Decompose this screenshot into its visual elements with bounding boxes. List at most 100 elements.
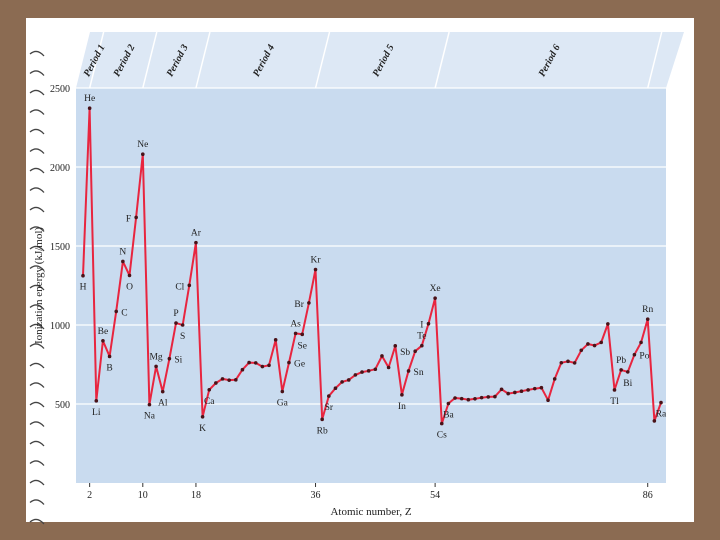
data-point [187, 283, 192, 288]
element-label: As [290, 319, 301, 329]
data-point [592, 343, 597, 348]
data-point [313, 267, 318, 272]
element-label: Tl [610, 397, 619, 407]
data-point [220, 377, 225, 381]
spiral-ring [29, 284, 45, 291]
y-tick-label: 1500 [50, 242, 70, 253]
period-band-background [76, 32, 684, 88]
grid-lines [76, 87, 666, 405]
spiral-ring [29, 518, 45, 525]
x-tick-label: 2 [87, 490, 92, 501]
data-point [479, 395, 484, 400]
data-point [652, 419, 657, 423]
element-label: Mg [149, 352, 162, 362]
element-label: P [173, 309, 178, 319]
data-point [346, 378, 351, 382]
spiral-ring [29, 401, 45, 408]
data-point [253, 361, 258, 365]
element-label: C [121, 308, 127, 318]
spiral-ring [29, 206, 45, 213]
data-point [426, 321, 431, 326]
data-point [506, 391, 510, 396]
data-point [606, 322, 610, 326]
data-point [180, 323, 185, 327]
element-label: Rn [642, 305, 653, 315]
data-point [439, 421, 444, 426]
period-divider [646, 31, 663, 89]
element-label: Sr [325, 403, 334, 413]
element-label: Ba [443, 411, 454, 421]
data-point [420, 343, 424, 348]
element-labels: H He Li Be B C N O F Ne Na Mg Al Si P S Cl Ar K Ca Ga Ge As Se B… [80, 94, 667, 440]
element-label: In [398, 402, 406, 412]
spiral-ring [29, 50, 45, 57]
spiral-ring [29, 382, 45, 388]
data-point [160, 389, 165, 394]
data-point [81, 273, 85, 278]
element-label: H [80, 283, 87, 293]
element-label: K [199, 424, 206, 434]
data-point [400, 393, 404, 397]
element-label: Si [174, 356, 182, 366]
data-point [532, 386, 537, 391]
data-point [572, 361, 577, 365]
data-point [101, 339, 105, 343]
data-point [300, 332, 305, 337]
element-label: Be [98, 327, 109, 337]
element-label: Xe [430, 284, 441, 294]
x-tick-label: 36 [311, 490, 321, 501]
data-point [579, 348, 584, 353]
x-tick-label: 54 [430, 490, 440, 501]
element-label: Cs [437, 431, 447, 441]
element-label: Bi [623, 379, 632, 389]
period-divider [314, 31, 331, 89]
data-point [287, 360, 291, 365]
plot-area [76, 88, 666, 483]
data-point [114, 309, 119, 314]
data-point [267, 363, 271, 368]
element-label: Cl [175, 282, 184, 292]
data-point [519, 389, 524, 394]
data-point [632, 352, 637, 357]
slide-background: Period 1 Period 2 Period 3 Period 4 Period 5… [26, 18, 694, 525]
element-label: Se [297, 341, 307, 351]
element-label: O [126, 282, 133, 292]
data-point [87, 106, 92, 111]
data-point [373, 367, 378, 372]
data-point [140, 152, 145, 157]
element-label: F [126, 214, 131, 224]
period-divider [434, 31, 450, 89]
ionization-energy-chart: Period 1 Period 2 Period 3 Period 4 Period 5… [33, 31, 684, 518]
spiral-ring [29, 304, 45, 310]
data-point [546, 398, 550, 403]
spiral-binding [29, 50, 45, 525]
spiral-ring [29, 479, 45, 486]
element-label: I [420, 321, 423, 331]
data-point [307, 301, 311, 305]
spiral-ring [29, 460, 45, 466]
spiral-ring [29, 128, 45, 135]
data-point [293, 331, 298, 336]
data-point [645, 317, 650, 321]
spiral-ring [29, 187, 45, 193]
data-point [406, 369, 411, 373]
data-point [260, 364, 265, 369]
data-point [167, 356, 172, 361]
period-divider [195, 31, 211, 89]
x-tick-label: 10 [138, 490, 148, 501]
data-point [625, 370, 630, 374]
element-label: Li [92, 408, 101, 418]
data-point [194, 240, 198, 245]
data-point [240, 367, 245, 372]
data-point [174, 321, 178, 325]
element-label: Kr [311, 256, 322, 266]
data-point [493, 394, 497, 399]
period-divider [88, 31, 105, 89]
element-label: B [106, 363, 112, 373]
y-tick-label: 1000 [50, 321, 70, 332]
data-point [134, 215, 138, 220]
period-band: Period 1 Period 2 Period 3 Period 4 Period 5… [76, 31, 684, 89]
spiral-ring [29, 148, 45, 154]
data-point [380, 354, 384, 358]
data-point [121, 259, 125, 264]
